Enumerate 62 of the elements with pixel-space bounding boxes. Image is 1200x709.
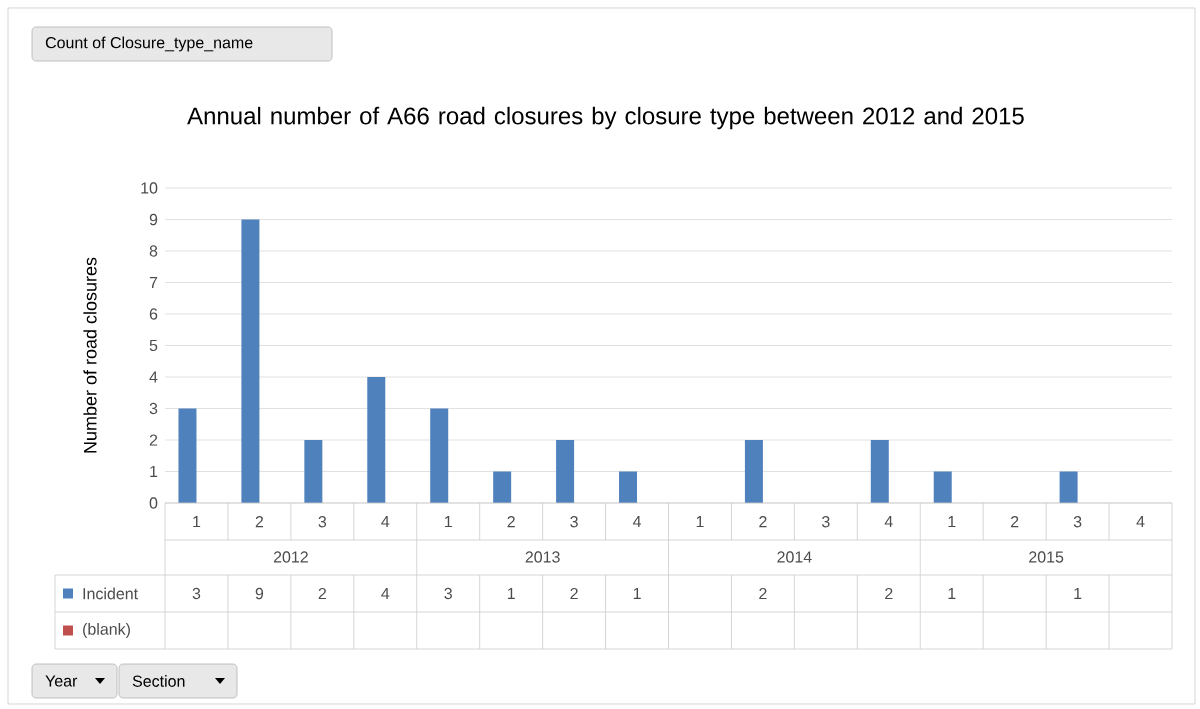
bar <box>430 408 449 503</box>
data-label: 1 <box>633 587 641 599</box>
y-tick-label: 5 <box>149 339 158 352</box>
text: Count of Closure_type_name <box>45 36 253 52</box>
bar <box>304 440 323 503</box>
bar <box>556 440 575 503</box>
y-tick-label: 0 <box>149 497 158 509</box>
x-tick-label: 4 <box>381 516 390 528</box>
bar <box>178 408 197 503</box>
data-label: 2 <box>885 587 893 600</box>
y-tick-label: 9 <box>149 213 158 226</box>
x-tick-label: 1 <box>696 516 704 528</box>
bar <box>493 471 512 503</box>
data-label: 3 <box>444 587 452 600</box>
chart-title: Annual number of A66 road closures by closure type between 2012 and 2015 <box>187 106 1024 130</box>
text: 2014 <box>777 551 812 563</box>
data-label: 1 <box>1074 587 1082 599</box>
text: 2013 <box>525 551 560 563</box>
bar <box>933 471 952 503</box>
bar <box>241 219 260 503</box>
y-tick-label: 2 <box>149 434 158 446</box>
x-tick-label: 1 <box>445 516 452 528</box>
text: Year <box>45 675 78 687</box>
y-tick-label: 3 <box>149 402 158 415</box>
x-tick-label: 4 <box>632 516 642 528</box>
x-tick-label: 1 <box>948 516 956 528</box>
x-tick-label: 2 <box>507 516 515 528</box>
data-label: 3 <box>192 587 201 600</box>
text: 2012 <box>273 551 308 563</box>
data-label: 1 <box>507 587 515 599</box>
x-tick-label: 1 <box>193 516 201 528</box>
bar <box>1059 471 1078 503</box>
data-label: 2 <box>570 587 578 600</box>
x-tick-label: 4 <box>1136 516 1145 528</box>
y-tick-label: 7 <box>149 276 158 288</box>
x-tick-label: 2 <box>1011 516 1019 528</box>
x-tick-label: 3 <box>1073 516 1082 528</box>
bar <box>619 471 638 503</box>
y-tick-label: 6 <box>149 308 158 320</box>
y-tick-label: 10 <box>141 182 158 194</box>
y-tick-label: 4 <box>149 371 158 383</box>
x-tick-label: 3 <box>570 516 578 528</box>
data-label: 1 <box>948 587 956 599</box>
legend-label: (blank) <box>83 623 130 638</box>
text: 2015 <box>1029 551 1064 563</box>
bar <box>367 377 386 503</box>
bar <box>744 440 763 503</box>
x-tick-label: 2 <box>759 516 767 528</box>
y-tick-label: 1 <box>150 465 158 477</box>
text: Section <box>132 675 185 687</box>
data-label: 2 <box>318 587 326 600</box>
data-label: 9 <box>255 587 264 600</box>
data-label: 4 <box>381 587 390 599</box>
y-tick-label: 8 <box>149 245 158 257</box>
x-tick-label: 2 <box>255 516 264 528</box>
data-label: 2 <box>759 587 767 600</box>
legend-label: Incident <box>83 587 138 600</box>
y-axis-title: Number of road closures <box>83 257 97 453</box>
x-tick-label: 3 <box>821 516 830 528</box>
bar <box>870 440 889 503</box>
x-tick-label: 3 <box>318 516 327 528</box>
x-tick-label: 4 <box>884 516 893 528</box>
